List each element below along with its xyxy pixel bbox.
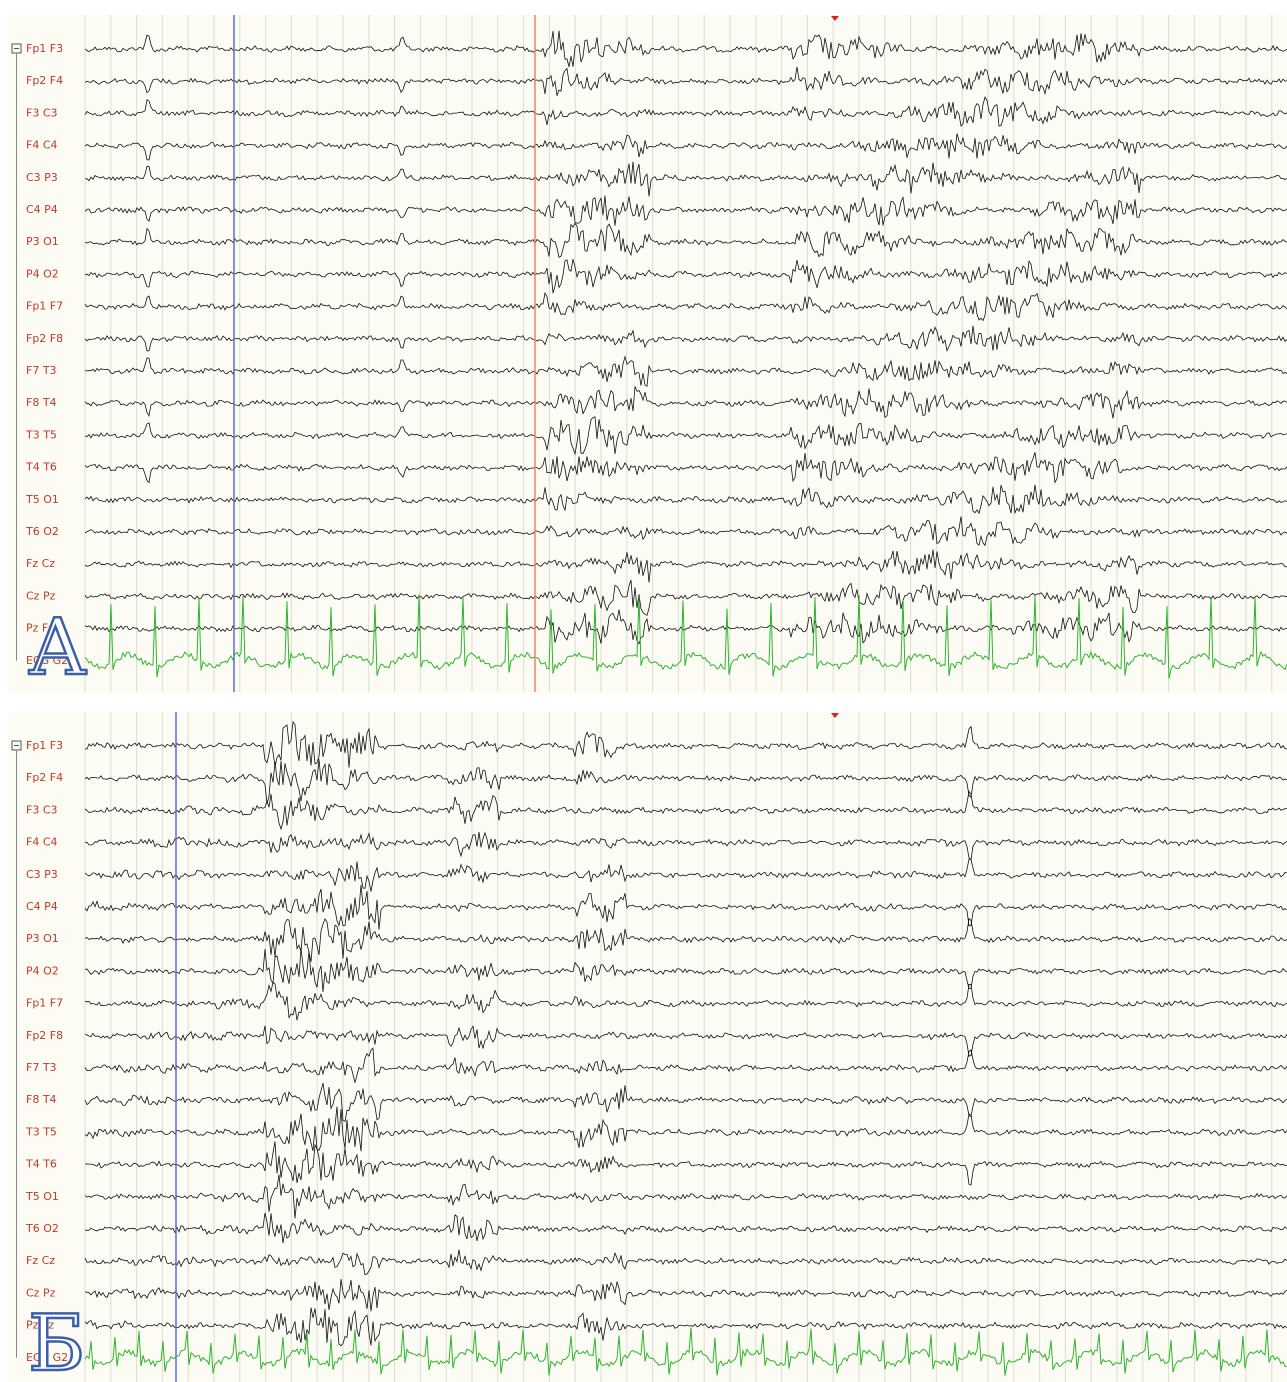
- panel-letter: Б: [28, 1299, 85, 1382]
- channel-label: C3 P3: [26, 171, 58, 184]
- channel-label: C4 P4: [26, 203, 58, 216]
- channel-label: C3 P3: [26, 868, 58, 881]
- channel-label: T6 O2: [25, 1222, 59, 1235]
- page: {"panels": [ {"letter": "А", "channels":…: [0, 0, 1287, 1382]
- channel-label: T4 T6: [25, 1158, 57, 1171]
- channel-label: T6 O2: [25, 525, 59, 538]
- channel-label: Fp2 F8: [26, 332, 63, 345]
- channel-label: F4 C4: [26, 139, 58, 152]
- channel-label: F3 C3: [26, 106, 58, 119]
- channel-label: F8 T4: [26, 1093, 57, 1106]
- channel-label: Fz Cz: [26, 1254, 55, 1267]
- channel-label: F8 T4: [26, 396, 57, 409]
- channel-label: Fp1 F7: [26, 997, 63, 1010]
- channel-label: Cz Pz: [26, 589, 56, 602]
- channel-label: P4 O2: [26, 267, 59, 280]
- channel-label: F7 T3: [26, 1061, 57, 1074]
- channel-label: T3 T5: [25, 1125, 57, 1138]
- channel-label: F7 T3: [26, 364, 57, 377]
- channel-label: C4 P4: [26, 900, 58, 913]
- channel-label: Cz Pz: [26, 1286, 56, 1299]
- panel-a-background: [8, 15, 1287, 693]
- eeg-view: Fp1 F3 Fp2 F4 F3 C3 F4 C4 C3 P3 C4 P4 P3 O1 P4 …: [0, 0, 1287, 1382]
- channel-label: P3 O1: [26, 235, 59, 248]
- channel-label: Fz Cz: [26, 557, 55, 570]
- channel-label: T5 O1: [25, 493, 59, 506]
- channel-label: P4 O2: [26, 964, 59, 977]
- channel-label: P3 O1: [26, 932, 59, 945]
- channel-label: Fp1 F3: [26, 739, 63, 752]
- panel-letter: А: [28, 603, 87, 693]
- channel-label: F3 C3: [26, 803, 58, 816]
- channel-label: Fp2 F4: [26, 74, 63, 87]
- channel-label: Fp2 F4: [26, 771, 63, 784]
- channel-label: T3 T5: [25, 428, 57, 441]
- channel-label: T5 O1: [25, 1190, 59, 1203]
- channel-label: Fp2 F8: [26, 1029, 63, 1042]
- channel-label: Fp1 F3: [26, 42, 63, 55]
- channel-label: T4 T6: [25, 461, 57, 474]
- channel-label: Fp1 F7: [26, 300, 63, 313]
- channel-label: F4 C4: [26, 836, 58, 849]
- panel-b-background: [8, 712, 1287, 1382]
